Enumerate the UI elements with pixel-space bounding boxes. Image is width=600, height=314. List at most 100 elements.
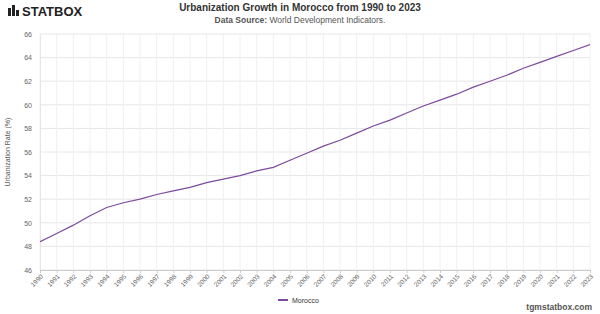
x-tick-mark — [457, 270, 458, 273]
x-tick-mark — [40, 270, 41, 273]
logo-icon — [16, 10, 19, 16]
grid-line — [40, 34, 590, 35]
x-tick-label: 2013 — [412, 272, 427, 287]
x-tick-mark — [557, 270, 558, 273]
y-tick-label: 60 — [24, 102, 32, 109]
x-tick-label: 2010 — [362, 272, 377, 287]
grid-line — [40, 246, 590, 247]
x-tick-mark — [73, 270, 74, 273]
series-group — [40, 45, 590, 242]
x-tick-mark — [273, 270, 274, 273]
x-tick-mark — [507, 270, 508, 273]
x-tick: 2021 — [546, 270, 561, 288]
x-tick: 1990 — [29, 270, 44, 288]
grid-line-x — [323, 34, 324, 270]
grid-line-x — [456, 34, 457, 270]
grid-line-x — [406, 34, 407, 270]
x-tick-mark — [490, 270, 491, 273]
x-tick: 1998 — [162, 270, 177, 288]
grid-line — [40, 81, 590, 82]
plot: 4648505254565860626466199019911992199319… — [24, 31, 594, 288]
x-tick: 2022 — [562, 270, 577, 288]
x-tick: 1996 — [129, 270, 144, 288]
y-tick-label: 62 — [24, 78, 32, 85]
grid-line-x — [156, 34, 157, 270]
x-tick-mark — [223, 270, 224, 273]
x-tick-label: 1992 — [62, 272, 77, 287]
grid-line-x — [356, 34, 357, 270]
x-tick-label: 2007 — [312, 272, 327, 287]
x-tick: 2000 — [196, 270, 211, 288]
x-tick-label: 2001 — [212, 272, 227, 287]
y-tick: 52 — [24, 196, 40, 203]
y-axis-title: Urbanization Rate (%) — [4, 118, 12, 187]
x-tick: 2015 — [446, 270, 461, 288]
x-tick-label: 2008 — [329, 272, 344, 287]
x-tick-label: 1991 — [46, 272, 61, 287]
title: Urbanization Growth in Morocco from 1990… — [179, 2, 421, 13]
grid-line-x — [56, 34, 57, 270]
x-tick-mark — [190, 270, 191, 273]
x-tick-label: 1996 — [129, 272, 144, 287]
subtitle: Data Source: World Development Indicator… — [215, 15, 386, 25]
y-tick: 66 — [24, 31, 40, 38]
y-tick: 64 — [24, 54, 40, 61]
grid-line-x — [390, 34, 391, 270]
x-tick: 2019 — [512, 270, 527, 288]
y-tick-label: 66 — [24, 31, 32, 38]
logo-icon — [12, 5, 15, 16]
x-tick-mark — [440, 270, 441, 273]
x-tick-mark — [323, 270, 324, 273]
x-tick: 2016 — [462, 270, 477, 288]
x-axis-line — [41, 271, 591, 274]
x-tick-label: 2003 — [246, 272, 261, 287]
grid-line-x — [273, 34, 274, 270]
x-tick: 2001 — [212, 270, 227, 288]
grid-line-x — [106, 34, 107, 270]
x-tick: 1995 — [112, 270, 127, 288]
y-tick: 58 — [24, 125, 40, 132]
x-tick: 2014 — [429, 270, 444, 288]
x-tick-mark — [207, 270, 208, 273]
y-tick-label: 46 — [24, 267, 32, 274]
x-tick-mark — [107, 270, 108, 273]
grid-line-x — [490, 34, 491, 270]
grid-line-x — [73, 34, 74, 270]
x-tick: 2012 — [396, 270, 411, 288]
x-tick-label: 2002 — [229, 272, 244, 287]
x-tick-mark — [57, 270, 58, 273]
x-tick: 1993 — [79, 270, 94, 288]
x-tick-label: 2005 — [279, 272, 294, 287]
legend: Morocco — [278, 297, 319, 304]
x-tick-label: 1994 — [96, 272, 111, 287]
x-tick-mark — [357, 270, 358, 273]
grid-line-x — [440, 34, 441, 270]
grid-line-x — [340, 34, 341, 270]
x-tick-mark — [140, 270, 141, 273]
y-tick-label: 56 — [24, 149, 32, 156]
x-tick: 1992 — [62, 270, 77, 288]
x-tick-mark — [90, 270, 91, 273]
x-tick: 1991 — [46, 270, 61, 288]
y-tick: 62 — [24, 78, 40, 85]
x-tick-mark — [307, 270, 308, 273]
x-tick-mark — [390, 270, 391, 273]
x-tick: 2005 — [279, 270, 294, 288]
x-tick-mark — [523, 270, 524, 273]
grid-line-x — [290, 34, 291, 270]
grid-line-x — [206, 34, 207, 270]
y-tick: 54 — [24, 172, 40, 179]
x-tick-mark — [573, 270, 574, 273]
logo: STATBOX — [8, 4, 83, 19]
x-tick-label: 1993 — [79, 272, 94, 287]
x-tick-label: 2016 — [462, 272, 477, 287]
y-tick: 60 — [24, 102, 40, 109]
x-tick-mark — [340, 270, 341, 273]
grid — [40, 34, 590, 270]
x-tick-mark — [423, 270, 424, 273]
grid-line-x — [140, 34, 141, 270]
logo-icon — [8, 8, 11, 16]
x-tick-mark — [123, 270, 124, 273]
grid-line — [40, 104, 590, 105]
x-tick-mark — [473, 270, 474, 273]
